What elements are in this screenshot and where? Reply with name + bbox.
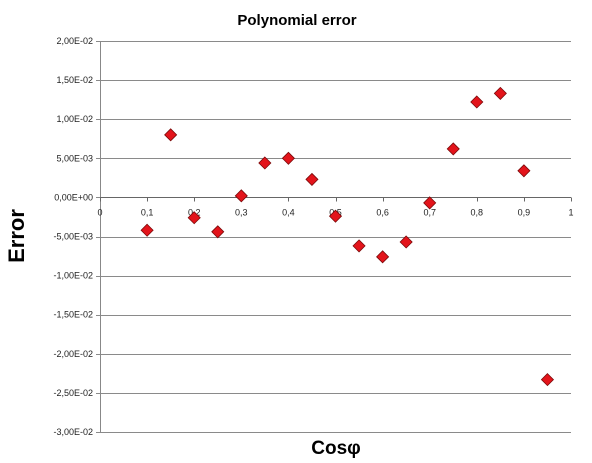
data-point — [352, 239, 366, 253]
x-tick-label: 0,4 — [282, 208, 295, 218]
data-point — [493, 86, 507, 100]
data-point — [423, 196, 437, 210]
y-axis-label: Error — [4, 209, 29, 263]
y-tick-label: -2,00E-02 — [53, 349, 93, 359]
y-tick-label: 0,00E+00 — [54, 192, 93, 202]
data-point — [470, 95, 484, 109]
data-point — [305, 172, 319, 186]
data-point — [164, 128, 178, 142]
chart-title: Polynomial error — [237, 12, 356, 29]
x-tick-label: 0,9 — [518, 208, 531, 218]
x-tick-label: 0,6 — [376, 208, 389, 218]
y-tick-label: 1,50E-02 — [56, 75, 93, 85]
x-tick-label: 0,3 — [235, 208, 248, 218]
data-point — [140, 223, 154, 237]
x-tick-label: 0,8 — [471, 208, 484, 218]
y-tick-label: 1,00E-02 — [56, 114, 93, 124]
data-point — [328, 209, 343, 223]
y-tick-label: -1,50E-02 — [53, 310, 93, 320]
y-tick-label: -1,00E-02 — [53, 271, 93, 281]
data-point — [399, 235, 413, 249]
y-tick-label: -3,00E-02 — [53, 427, 93, 437]
data-point — [446, 142, 460, 156]
y-tick-label: 5,00E-03 — [56, 153, 93, 163]
gridlines — [96, 41, 571, 433]
data-point — [281, 151, 295, 165]
y-tick-labels: 2,00E-02 1,50E-02 1,00E-02 5,00E-03 0,00E+00… — [53, 36, 93, 437]
y-tick-label: -2,50E-02 — [53, 388, 93, 398]
data-point — [517, 164, 531, 178]
x-tick-label: 0,1 — [141, 208, 154, 218]
x-axis-label: Cosφ — [311, 438, 361, 459]
data-point — [258, 156, 272, 170]
x-tick-labels: 00,10,20,30,40,50,60,70,80,91 — [97, 197, 574, 218]
x-tick-label: 0 — [97, 208, 102, 218]
data-point — [211, 225, 225, 239]
y-tick-label: 2,00E-02 — [56, 36, 93, 46]
data-point — [540, 373, 555, 387]
data-point — [234, 189, 248, 203]
data-point — [187, 211, 201, 225]
data-points — [140, 86, 555, 387]
x-tick-label: 0,7 — [423, 208, 436, 218]
x-tick-label: 1 — [568, 208, 573, 218]
data-point — [376, 250, 390, 264]
y-tick-label: -5,00E-03 — [53, 232, 93, 242]
